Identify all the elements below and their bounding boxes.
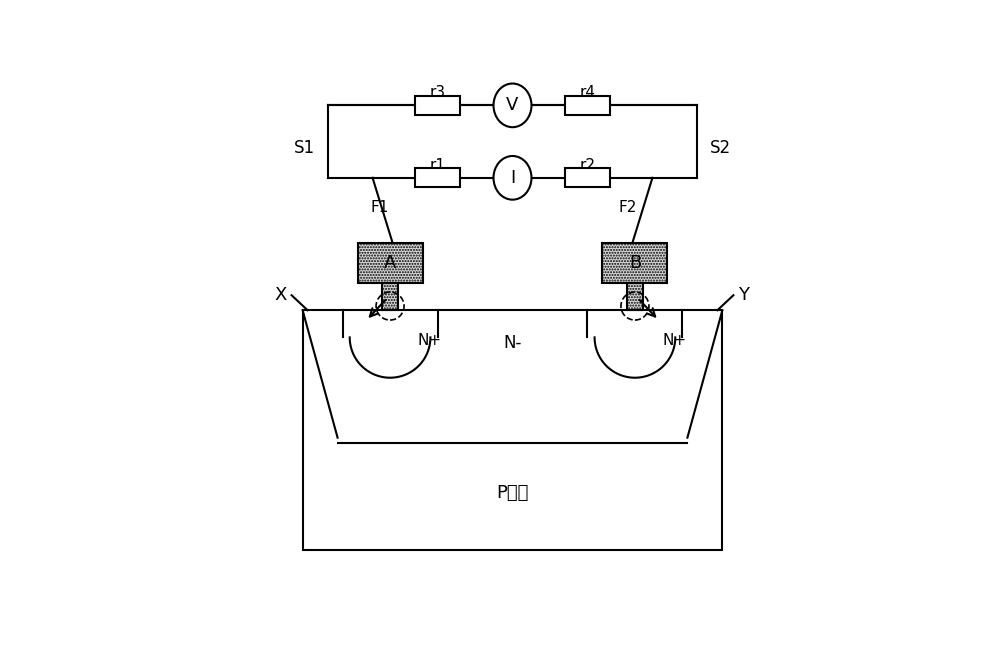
Bar: [382, 283, 398, 310]
Bar: [303, 310, 722, 550]
Text: Y: Y: [738, 286, 749, 304]
Bar: [358, 243, 423, 283]
Text: r2: r2: [579, 158, 595, 173]
Bar: [565, 168, 610, 188]
Text: N+: N+: [418, 333, 442, 348]
Text: X: X: [274, 286, 287, 304]
Text: P衬底: P衬底: [496, 484, 529, 502]
Text: A: A: [384, 254, 396, 272]
Bar: [415, 168, 460, 188]
Text: r1: r1: [430, 158, 446, 173]
Text: F2: F2: [618, 201, 637, 215]
Bar: [565, 96, 610, 115]
Text: V: V: [506, 96, 519, 114]
Bar: [415, 96, 460, 115]
Text: r4: r4: [579, 86, 595, 101]
Text: r3: r3: [429, 86, 446, 101]
Text: N-: N-: [503, 334, 522, 352]
Bar: [602, 243, 667, 283]
Text: F1: F1: [371, 201, 389, 215]
Text: I: I: [510, 169, 515, 187]
Text: S1: S1: [294, 139, 315, 157]
Bar: [627, 283, 643, 310]
Ellipse shape: [494, 156, 531, 200]
Ellipse shape: [494, 84, 531, 127]
Text: N+: N+: [662, 333, 687, 348]
Text: B: B: [629, 254, 641, 272]
Text: S2: S2: [710, 139, 731, 157]
